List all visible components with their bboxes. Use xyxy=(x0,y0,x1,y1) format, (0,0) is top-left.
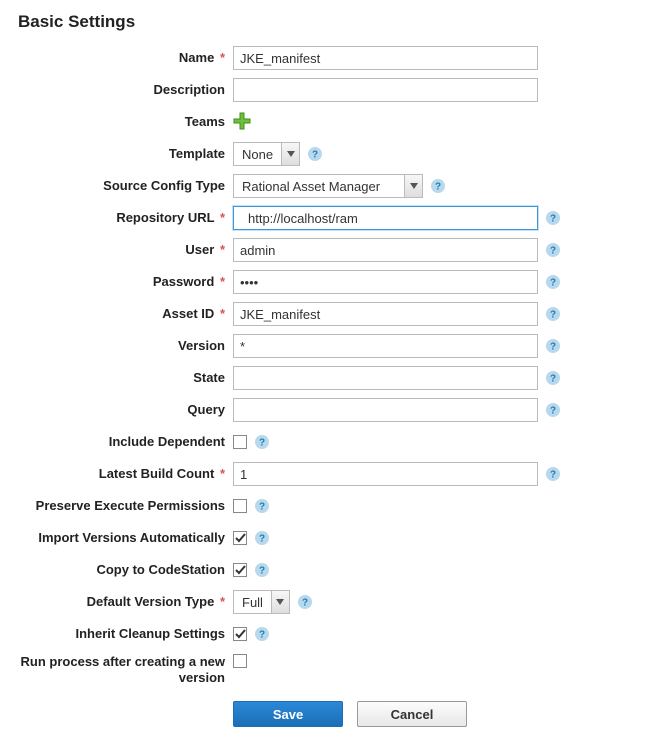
label-include-dependent: Include Dependent xyxy=(18,434,233,450)
row-query: Query ? xyxy=(18,398,654,422)
svg-text:?: ? xyxy=(550,278,556,289)
label-asset-id: Asset ID * xyxy=(18,306,233,322)
run-after-checkbox[interactable] xyxy=(233,654,247,668)
help-icon[interactable]: ? xyxy=(546,275,560,289)
label-user: User * xyxy=(18,242,233,258)
user-input[interactable] xyxy=(233,238,538,262)
help-icon[interactable]: ? xyxy=(546,371,560,385)
row-default-version-type: Default Version Type * Full ? xyxy=(18,590,654,614)
label-import-auto: Import Versions Automatically xyxy=(18,530,233,546)
row-latest-build-count: Latest Build Count * ? xyxy=(18,462,654,486)
help-icon[interactable]: ? xyxy=(546,307,560,321)
row-source-config-type: Source Config Type Rational Asset Manage… xyxy=(18,174,654,198)
svg-text:?: ? xyxy=(312,150,318,161)
svg-text:?: ? xyxy=(550,310,556,321)
label-copy-codestation: Copy to CodeStation xyxy=(18,562,233,578)
svg-text:?: ? xyxy=(550,470,556,481)
svg-text:?: ? xyxy=(550,406,556,417)
label-latest-build-count: Latest Build Count * xyxy=(18,466,233,482)
label-source-config-type: Source Config Type xyxy=(18,178,233,194)
label-default-version-type: Default Version Type * xyxy=(18,594,233,610)
inherit-cleanup-checkbox[interactable] xyxy=(233,627,247,641)
label-teams: Teams xyxy=(18,114,233,130)
svg-text:?: ? xyxy=(259,438,265,449)
row-name: Name * xyxy=(18,46,654,70)
copy-codestation-checkbox[interactable] xyxy=(233,563,247,577)
chevron-down-icon xyxy=(404,175,422,197)
row-teams: Teams xyxy=(18,110,654,134)
label-query: Query xyxy=(18,402,233,418)
add-team-icon[interactable] xyxy=(233,112,251,133)
repository-url-input[interactable] xyxy=(233,206,538,230)
svg-text:?: ? xyxy=(259,630,265,641)
label-password: Password * xyxy=(18,274,233,290)
help-icon[interactable]: ? xyxy=(298,595,312,609)
button-row: Save Cancel xyxy=(18,693,654,727)
row-version: Version ? xyxy=(18,334,654,358)
chevron-down-icon xyxy=(281,143,299,165)
cancel-button[interactable]: Cancel xyxy=(357,701,467,727)
svg-text:?: ? xyxy=(302,598,308,609)
svg-text:?: ? xyxy=(550,342,556,353)
latest-build-count-input[interactable] xyxy=(233,462,538,486)
chevron-down-icon xyxy=(271,591,289,613)
label-state: State xyxy=(18,370,233,386)
help-icon[interactable]: ? xyxy=(255,563,269,577)
default-version-type-select[interactable]: Full xyxy=(233,590,290,614)
row-template: Template None ? xyxy=(18,142,654,166)
name-input[interactable] xyxy=(233,46,538,70)
help-icon[interactable]: ? xyxy=(546,243,560,257)
row-user: User * ? xyxy=(18,238,654,262)
row-copy-codestation: Copy to CodeStation ? xyxy=(18,558,654,582)
help-icon[interactable]: ? xyxy=(546,211,560,225)
template-select[interactable]: None xyxy=(233,142,300,166)
description-input[interactable] xyxy=(233,78,538,102)
row-repository-url: Repository URL * ? xyxy=(18,206,654,230)
help-icon[interactable]: ? xyxy=(546,403,560,417)
svg-text:?: ? xyxy=(550,214,556,225)
row-state: State ? xyxy=(18,366,654,390)
help-icon[interactable]: ? xyxy=(255,499,269,513)
label-inherit-cleanup: Inherit Cleanup Settings xyxy=(18,626,233,642)
label-description: Description xyxy=(18,82,233,98)
help-icon[interactable]: ? xyxy=(546,339,560,353)
row-include-dependent: Include Dependent ? xyxy=(18,430,654,454)
row-run-after: Run process after creating a new version xyxy=(18,654,654,685)
help-icon[interactable]: ? xyxy=(255,627,269,641)
help-icon[interactable]: ? xyxy=(546,467,560,481)
password-input[interactable] xyxy=(233,270,538,294)
help-icon[interactable]: ? xyxy=(431,179,445,193)
save-button[interactable]: Save xyxy=(233,701,343,727)
svg-text:?: ? xyxy=(259,566,265,577)
row-inherit-cleanup: Inherit Cleanup Settings ? xyxy=(18,622,654,646)
source-config-type-select[interactable]: Rational Asset Manager xyxy=(233,174,423,198)
row-preserve-execute: Preserve Execute Permissions ? xyxy=(18,494,654,518)
help-icon[interactable]: ? xyxy=(255,531,269,545)
import-auto-checkbox[interactable] xyxy=(233,531,247,545)
help-icon[interactable]: ? xyxy=(255,435,269,449)
svg-text:?: ? xyxy=(259,502,265,513)
row-asset-id: Asset ID * ? xyxy=(18,302,654,326)
asset-id-input[interactable] xyxy=(233,302,538,326)
query-input[interactable] xyxy=(233,398,538,422)
label-preserve-execute: Preserve Execute Permissions xyxy=(18,498,233,514)
label-version: Version xyxy=(18,338,233,354)
svg-text:?: ? xyxy=(550,374,556,385)
svg-text:?: ? xyxy=(550,246,556,257)
preserve-execute-checkbox[interactable] xyxy=(233,499,247,513)
state-input[interactable] xyxy=(233,366,538,390)
version-input[interactable] xyxy=(233,334,538,358)
row-description: Description xyxy=(18,78,654,102)
page-title: Basic Settings xyxy=(18,12,654,32)
label-run-after: Run process after creating a new version xyxy=(18,654,233,685)
label-template: Template xyxy=(18,146,233,162)
row-import-auto: Import Versions Automatically ? xyxy=(18,526,654,550)
help-icon[interactable]: ? xyxy=(308,147,322,161)
label-name: Name * xyxy=(18,50,233,66)
include-dependent-checkbox[interactable] xyxy=(233,435,247,449)
row-password: Password * ? xyxy=(18,270,654,294)
svg-text:?: ? xyxy=(435,182,441,193)
label-repository-url: Repository URL * xyxy=(18,210,233,226)
svg-text:?: ? xyxy=(259,534,265,545)
